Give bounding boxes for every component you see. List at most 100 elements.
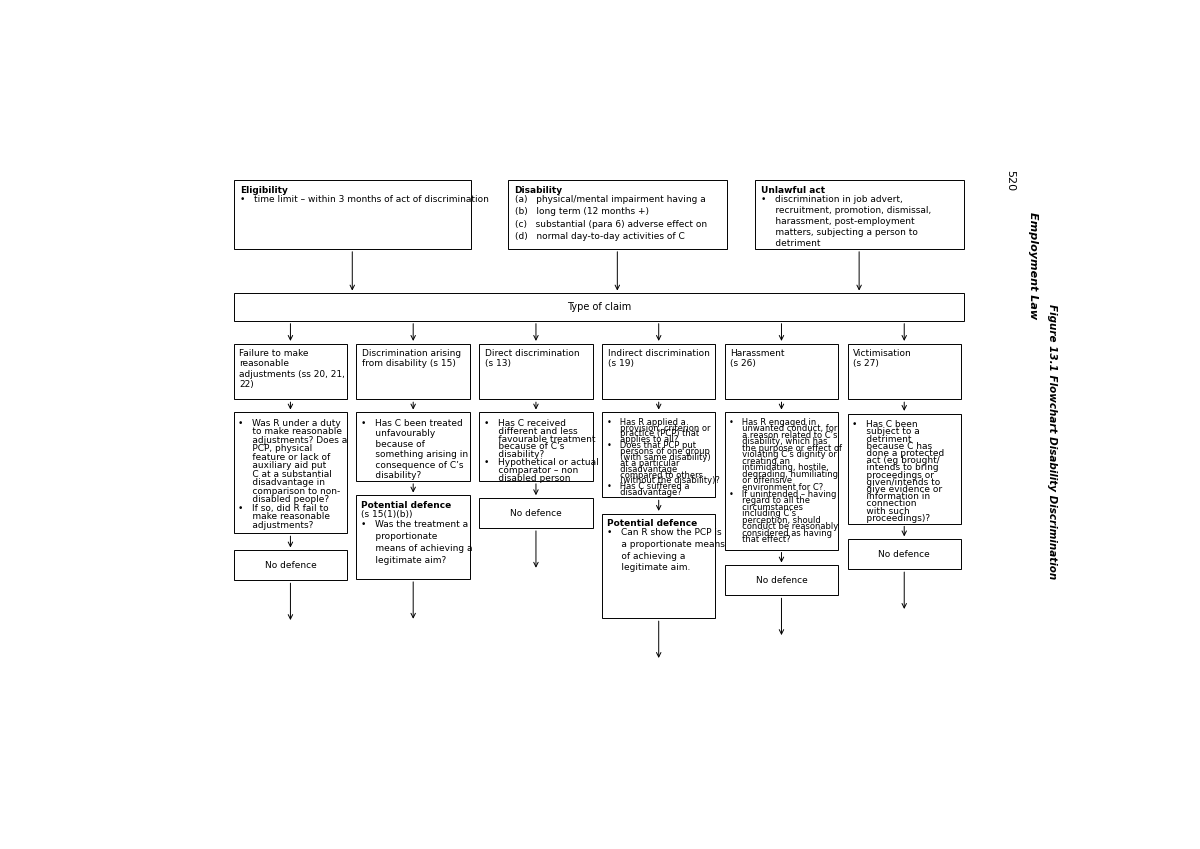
Text: Harassment
(s 26): Harassment (s 26) — [731, 349, 785, 368]
Text: auxiliary aid put: auxiliary aid put — [239, 462, 326, 470]
Text: •   Has C been: • Has C been — [852, 420, 918, 430]
Bar — [508, 180, 727, 249]
Text: comparator – non: comparator – non — [484, 466, 578, 475]
Text: Failure to make
reasonable
adjustments (ss 20, 21,
22): Failure to make reasonable adjustments (… — [239, 349, 346, 389]
Text: including C’s: including C’s — [730, 509, 797, 518]
Text: No defence: No defence — [878, 550, 930, 559]
Text: practice (PCP) that: practice (PCP) that — [607, 430, 698, 438]
Text: applies to all?: applies to all? — [607, 436, 678, 444]
Text: disabled person: disabled person — [484, 474, 570, 483]
Text: •   Does that PCP put: • Does that PCP put — [607, 441, 696, 450]
Text: unwanted conduct, for: unwanted conduct, for — [730, 424, 838, 433]
Text: Potential defence: Potential defence — [361, 501, 451, 509]
Text: (d)   normal day-to-day activities of C: (d) normal day-to-day activities of C — [515, 232, 684, 241]
Text: •   If so, did R fail to: • If so, did R fail to — [239, 504, 329, 513]
Text: Figure 13.1 Flowchart Disability Discrimination: Figure 13.1 Flowchart Disability Discrim… — [1048, 304, 1057, 580]
Text: different and less: different and less — [484, 427, 577, 436]
Text: C at a substantial: C at a substantial — [239, 470, 332, 479]
Text: •   Was the treatment a: • Was the treatment a — [361, 520, 468, 529]
Text: perception, should: perception, should — [730, 515, 821, 525]
Bar — [755, 180, 964, 249]
Text: unfavourably: unfavourably — [361, 430, 436, 438]
Text: disadvantage: disadvantage — [607, 464, 677, 474]
Text: disadvantage in: disadvantage in — [239, 479, 325, 487]
Text: feature or lack of: feature or lack of — [239, 453, 331, 462]
Text: matters, subjecting a person to: matters, subjecting a person to — [761, 228, 918, 237]
Text: a reason related to C’s: a reason related to C’s — [730, 430, 838, 440]
Text: No defence: No defence — [264, 561, 317, 570]
Bar — [725, 344, 839, 399]
Text: Employment Law: Employment Law — [1028, 211, 1038, 319]
Text: recruitment, promotion, dismissal,: recruitment, promotion, dismissal, — [761, 205, 931, 215]
Bar — [847, 344, 961, 399]
Text: PCP, physical: PCP, physical — [239, 444, 312, 453]
Text: connection: connection — [852, 499, 917, 509]
Bar — [356, 496, 470, 579]
Bar — [847, 413, 961, 524]
Text: make reasonable: make reasonable — [239, 513, 330, 521]
Text: act (eg brought/: act (eg brought/ — [852, 456, 940, 465]
Text: degrading, humiliating: degrading, humiliating — [730, 470, 839, 479]
Text: persons of one group: persons of one group — [607, 447, 709, 456]
Text: •   Was R under a duty: • Was R under a duty — [239, 419, 341, 428]
Text: something arising in: something arising in — [361, 450, 468, 459]
Text: Eligibility: Eligibility — [240, 186, 288, 194]
Text: with such: with such — [852, 507, 910, 515]
Text: •   time limit – within 3 months of act of discrimination: • time limit – within 3 months of act of… — [240, 194, 490, 204]
Text: considered as having: considered as having — [730, 529, 833, 537]
Text: detriment: detriment — [761, 239, 821, 248]
Bar — [725, 413, 839, 549]
Bar — [356, 413, 470, 481]
Text: No defence: No defence — [510, 509, 562, 518]
Text: creating an: creating an — [730, 457, 791, 466]
Text: environment for C?: environment for C? — [730, 483, 823, 492]
Bar — [234, 413, 347, 533]
Text: or offensive: or offensive — [730, 476, 792, 486]
Text: compared to others: compared to others — [607, 470, 703, 480]
Text: regard to all the: regard to all the — [730, 496, 810, 505]
Bar — [234, 180, 470, 249]
Text: intends to bring: intends to bring — [852, 464, 938, 472]
Bar — [847, 539, 961, 570]
Text: disability, which has: disability, which has — [730, 437, 828, 447]
Text: intimidating, hostile,: intimidating, hostile, — [730, 464, 829, 472]
Text: disabled people?: disabled people? — [239, 496, 330, 504]
Text: Indirect discrimination
(s 19): Indirect discrimination (s 19) — [607, 349, 709, 368]
Text: •   Has R engaged in: • Has R engaged in — [730, 418, 817, 427]
Text: disability?: disability? — [484, 450, 544, 459]
Text: harassment, post-employment: harassment, post-employment — [761, 217, 914, 226]
Text: means of achieving a: means of achieving a — [361, 544, 473, 553]
Bar — [725, 565, 839, 595]
Text: (without the disability)?: (without the disability)? — [607, 476, 720, 486]
Text: Direct discrimination
(s 13): Direct discrimination (s 13) — [485, 349, 580, 368]
Text: No defence: No defence — [756, 576, 808, 585]
Bar — [479, 498, 593, 528]
Text: Unlawful act: Unlawful act — [761, 186, 826, 194]
Text: •   Can R show the PCP is: • Can R show the PCP is — [607, 528, 721, 537]
Bar — [602, 344, 715, 399]
Bar — [234, 294, 964, 321]
Text: conduct be reasonably: conduct be reasonably — [730, 522, 839, 531]
Text: Discrimination arising
from disability (s 15): Discrimination arising from disability (… — [362, 349, 461, 368]
Text: at a particular: at a particular — [607, 458, 679, 468]
Text: •   Hypothetical or actual: • Hypothetical or actual — [484, 458, 599, 467]
Text: (b)   long term (12 months +): (b) long term (12 months +) — [515, 207, 648, 216]
Text: •   Has C suffered a: • Has C suffered a — [607, 482, 689, 492]
Text: give evidence or: give evidence or — [852, 485, 942, 494]
Text: •   If unintended – having: • If unintended – having — [730, 490, 836, 498]
Text: done a protected: done a protected — [852, 449, 944, 458]
Text: favourable treatment: favourable treatment — [484, 435, 595, 444]
Text: given/intends to: given/intends to — [852, 478, 941, 486]
Text: that effect?: that effect? — [730, 536, 791, 544]
Text: adjustments?: adjustments? — [239, 521, 313, 530]
Text: violating C’s dignity or: violating C’s dignity or — [730, 450, 838, 459]
Text: •   Has R applied a: • Has R applied a — [607, 418, 685, 427]
Text: •   Has C been treated: • Has C been treated — [361, 419, 463, 428]
Text: proceedings or: proceedings or — [852, 470, 934, 480]
Text: proceedings)?: proceedings)? — [852, 514, 930, 523]
Text: because of: because of — [361, 440, 425, 449]
Text: legitimate aim.: legitimate aim. — [607, 564, 690, 572]
Text: detriment: detriment — [852, 435, 912, 444]
Text: the purpose or effect of: the purpose or effect of — [730, 444, 842, 453]
Bar — [479, 413, 593, 481]
